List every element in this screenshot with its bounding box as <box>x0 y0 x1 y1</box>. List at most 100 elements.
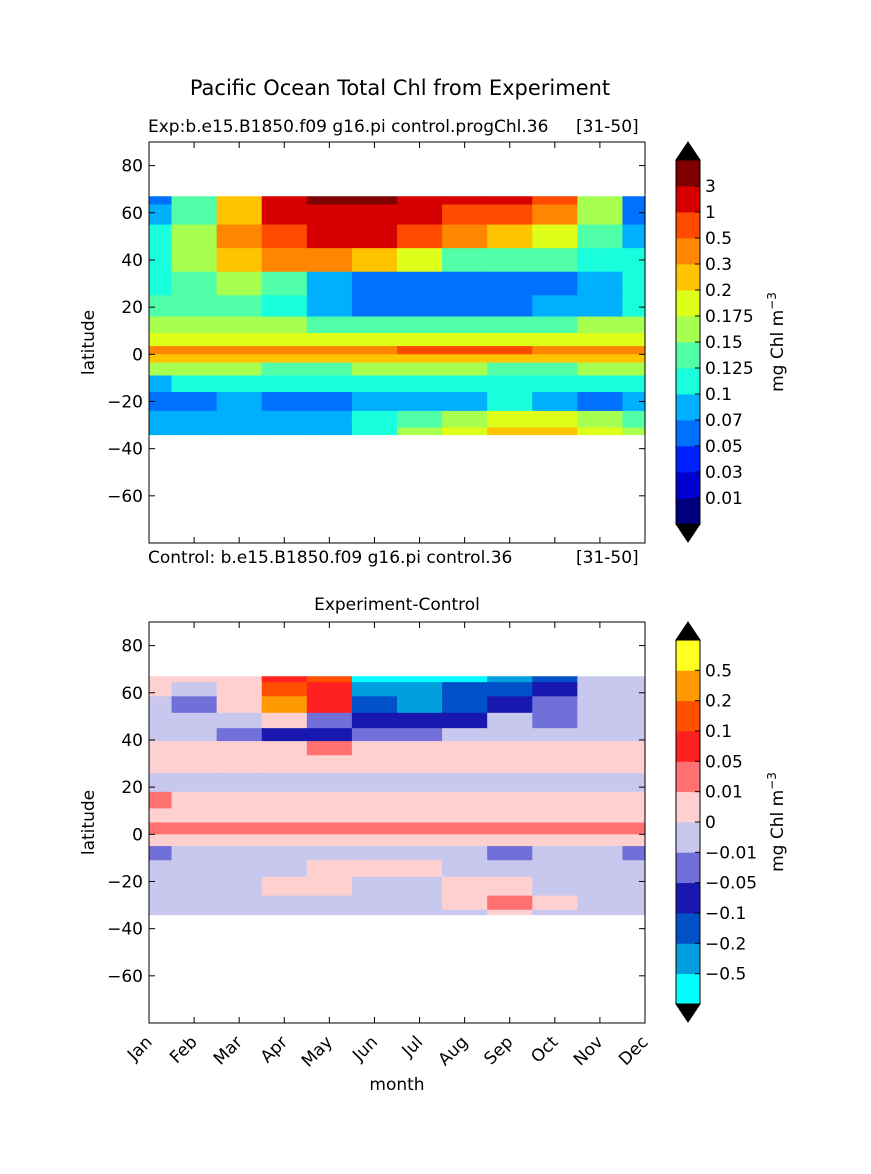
heatmap-cell <box>622 876 646 897</box>
heatmap-cell <box>149 895 173 911</box>
heatmap-cell <box>442 808 488 824</box>
heatmap-cell <box>171 295 218 318</box>
heatmap-cell <box>351 375 398 393</box>
heatmap-cell <box>306 822 353 835</box>
colorbar-swatch <box>676 394 700 421</box>
heatmap-cell <box>397 295 443 318</box>
heatmap-cell <box>306 712 353 729</box>
panel-1-control-period: [31-50] <box>576 548 639 568</box>
heatmap-cell <box>171 354 218 364</box>
heatmap-cell <box>532 346 578 355</box>
heatmap-cell <box>442 354 488 364</box>
heatmap-cell <box>577 909 624 916</box>
heatmap-cell <box>532 696 578 714</box>
colorbar-tick-label: 0.05 <box>705 752 743 772</box>
heatmap-cell <box>351 346 398 355</box>
colorbar-tick-label: 0.1 <box>705 722 732 742</box>
x-tick-label: Jun <box>348 1032 382 1066</box>
heatmap-cell <box>216 676 263 683</box>
heatmap-cell <box>532 860 578 878</box>
heatmap-cell <box>487 860 533 878</box>
y-tick-label: −60 <box>107 487 143 507</box>
heatmap-cell <box>306 295 353 318</box>
heatmap-cell <box>577 316 624 334</box>
colorbar-swatch <box>676 290 700 317</box>
heatmap-cell <box>532 876 578 897</box>
panel-2-frame <box>148 621 646 1024</box>
heatmap-cell <box>532 755 578 774</box>
heatmap-cell <box>622 362 646 377</box>
heatmap-cell <box>306 682 353 697</box>
heatmap-cell <box>351 860 398 878</box>
heatmap-cell <box>261 822 308 835</box>
heatmap-cell <box>261 248 308 273</box>
heatmap-cell <box>306 224 353 249</box>
heatmap-cell <box>397 876 443 897</box>
colorbar-swatch <box>676 160 700 187</box>
heatmap-cell <box>622 346 646 355</box>
heatmap-cell <box>397 728 443 742</box>
heatmap-cell <box>442 696 488 714</box>
heatmap-cell <box>397 741 443 756</box>
heatmap-cell <box>351 696 398 714</box>
x-tick-label: Mar <box>210 1032 247 1069</box>
panel-1-title: Exp:b.e15.B1850.f09 g16.pi control.progC… <box>148 117 549 137</box>
heatmap-cell <box>171 346 218 355</box>
heatmap-cell <box>149 876 173 897</box>
heatmap-cell <box>622 410 646 429</box>
heatmap-cell <box>306 696 353 714</box>
heatmap-cell <box>532 682 578 697</box>
heatmap-cell <box>487 682 533 697</box>
heatmap-cell <box>397 791 443 809</box>
heatmap-cell <box>442 791 488 809</box>
heatmap-cell <box>306 860 353 878</box>
heatmap-cell <box>442 728 488 742</box>
heatmap-cell <box>216 834 263 847</box>
heatmap-cell <box>577 712 624 729</box>
y-axis-label: latitude <box>79 310 99 375</box>
heatmap-cell <box>351 362 398 377</box>
heatmap-cell <box>149 860 173 878</box>
heatmap-cell <box>487 791 533 809</box>
heatmap-cell <box>261 410 308 429</box>
heatmap-cell <box>261 741 308 756</box>
heatmap-cell <box>351 822 398 835</box>
heatmap-cell <box>216 682 263 697</box>
heatmap-cell <box>216 204 263 226</box>
y-tick-label: 80 <box>121 157 143 177</box>
heatmap-cell <box>261 696 308 714</box>
x-tick-label: Nov <box>570 1032 608 1070</box>
heatmap-cell <box>351 204 398 226</box>
panel-2-field <box>149 676 646 916</box>
colorbar-swatch <box>676 943 700 975</box>
heatmap-cell <box>397 354 443 364</box>
heatmap-cell <box>442 822 488 835</box>
colorbar-swatch <box>676 700 700 732</box>
heatmap-cell <box>577 676 624 683</box>
heatmap-cell <box>149 295 173 318</box>
heatmap-cell <box>622 248 646 273</box>
heatmap-cell <box>442 909 488 916</box>
heatmap-cell <box>351 354 398 364</box>
heatmap-cell <box>397 846 443 861</box>
y-tick-label: 20 <box>121 778 143 798</box>
colorbar-tick-label: 3 <box>705 177 716 197</box>
heatmap-cell <box>306 427 353 436</box>
heatmap-cell <box>442 676 488 683</box>
heatmap-cell <box>171 772 218 793</box>
heatmap-cell <box>171 333 218 347</box>
heatmap-cell <box>351 392 398 412</box>
heatmap-cell <box>149 834 173 847</box>
heatmap-cell <box>306 791 353 809</box>
y-tick-label: 60 <box>121 204 143 224</box>
heatmap-cell <box>577 295 624 318</box>
y-tick-label: 40 <box>121 251 143 271</box>
colorbar-tick-label: 0.07 <box>705 411 743 431</box>
heatmap-cell <box>306 728 353 742</box>
heatmap-cell <box>622 860 646 878</box>
heatmap-cell <box>261 909 308 916</box>
heatmap-cell <box>351 427 398 436</box>
heatmap-cell <box>306 909 353 916</box>
heatmap-cell <box>216 295 263 318</box>
heatmap-cell <box>261 876 308 897</box>
